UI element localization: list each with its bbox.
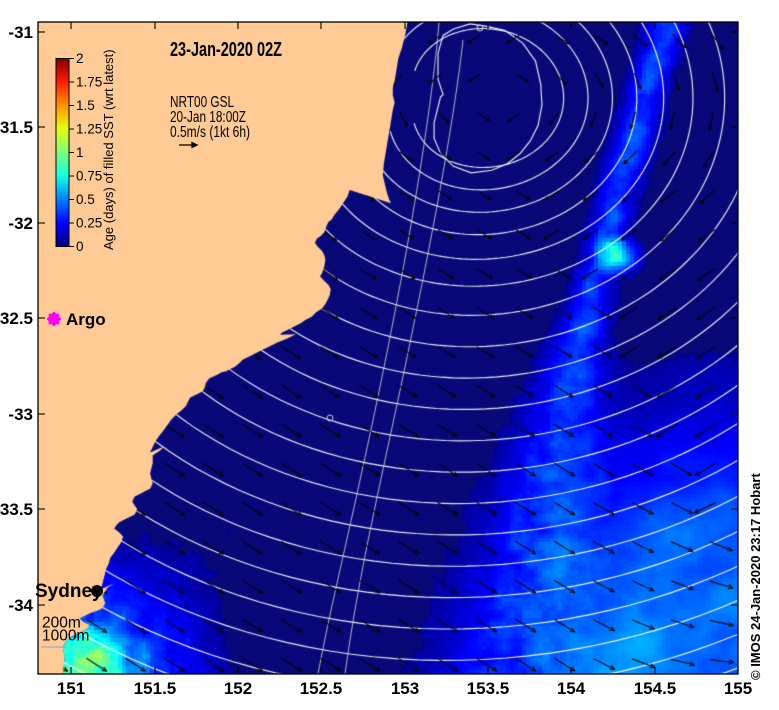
svg-text:152.5: 152.5 [300, 679, 343, 698]
svg-text:0.25: 0.25 [76, 216, 102, 231]
svg-text:0.75: 0.75 [76, 169, 102, 184]
svg-text:1.75: 1.75 [76, 75, 102, 90]
svg-text:23-Jan-2020 02Z: 23-Jan-2020 02Z [170, 39, 282, 61]
svg-text:0: 0 [76, 239, 84, 254]
svg-text:154: 154 [557, 679, 586, 698]
svg-text:151: 151 [57, 679, 85, 698]
svg-text:155: 155 [724, 679, 752, 698]
svg-text:Age (days) of filled SST (wrt: Age (days) of filled SST (wrt latest) [101, 49, 116, 250]
svg-text:1.25: 1.25 [76, 122, 102, 137]
svg-text:-32: -32 [8, 214, 33, 233]
svg-text:-34: -34 [8, 596, 33, 615]
svg-text:Argo: Argo [66, 310, 106, 329]
svg-text:153.5: 153.5 [467, 679, 510, 698]
svg-text:2: 2 [76, 51, 84, 66]
svg-text:1: 1 [76, 145, 84, 160]
svg-text:-31.5: -31.5 [0, 118, 33, 137]
svg-text:-33.5: -33.5 [0, 500, 33, 519]
svg-text:© IMOS 24-Jan-2020 23:17 Hobar: © IMOS 24-Jan-2020 23:17 Hobart [748, 473, 763, 680]
svg-text:1.5: 1.5 [76, 98, 95, 113]
svg-text:151.5: 151.5 [134, 679, 177, 698]
svg-text:152: 152 [224, 679, 252, 698]
svg-text:0.5: 0.5 [76, 192, 95, 207]
svg-text:0.5m/s (1kt 6h): 0.5m/s (1kt 6h) [170, 124, 250, 141]
svg-text:1000m: 1000m [42, 628, 89, 645]
svg-text:-32.5: -32.5 [0, 309, 33, 328]
svg-text:-31: -31 [8, 23, 33, 42]
svg-text:154.5: 154.5 [634, 679, 677, 698]
svg-text:-33: -33 [8, 405, 33, 424]
svg-text:153: 153 [391, 679, 419, 698]
svg-text:Sydney: Sydney [35, 581, 103, 602]
